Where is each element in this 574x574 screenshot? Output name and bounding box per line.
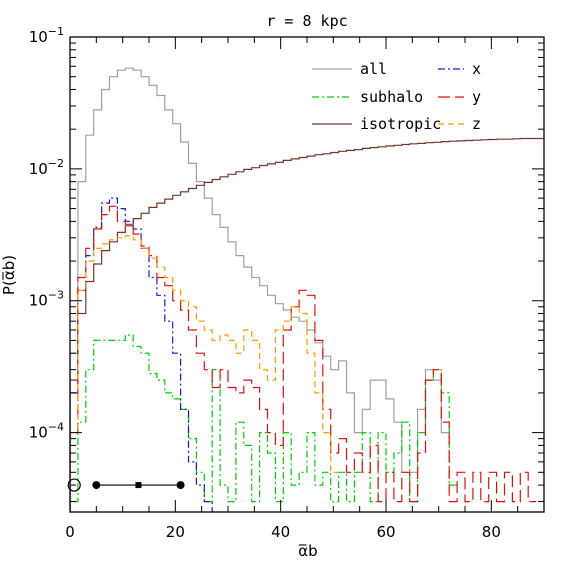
legend-label-y: y — [472, 88, 481, 106]
series-line-z — [70, 235, 339, 512]
legend-label-isotropic: isotropic — [360, 115, 441, 133]
y-tick-label: 10−2 — [29, 157, 64, 178]
x-tick-label: 60 — [376, 523, 395, 541]
series-line-y — [70, 205, 537, 512]
series-line-subhalo — [70, 334, 458, 512]
marker-open-circle — [67, 478, 81, 492]
marker-square — [135, 482, 142, 489]
y-tick-label: 10−1 — [29, 25, 64, 46]
marker-filled-circle-1 — [92, 481, 101, 490]
legend-label-z: z — [472, 115, 481, 133]
series-line-all — [70, 67, 450, 512]
x-tick-label: 20 — [166, 523, 185, 541]
legend-label-x: x — [472, 60, 481, 78]
axes: 0 20 40 60 80 10−4 10−3 10−2 10−1 — [29, 25, 545, 541]
x-tick-label: 0 — [65, 523, 75, 541]
legend: all subhalo isotropic xyz — [312, 60, 481, 133]
y-tick-label: 10−3 — [29, 289, 64, 310]
series-line-x — [70, 197, 221, 512]
marker-filled-circle-2 — [176, 481, 185, 490]
marker-row — [67, 478, 185, 492]
y-axis-label: P(α̅b) — [0, 255, 18, 295]
series-line-isotropic — [70, 137, 544, 512]
x-tick-label: 40 — [271, 523, 290, 541]
y-tick-label: 10−4 — [29, 421, 64, 442]
legend-label-subhalo: subhalo — [360, 88, 423, 106]
legend-label-all: all — [360, 60, 387, 78]
chart-title: r = 8 kpc — [266, 12, 347, 30]
series-layer — [70, 67, 544, 512]
x-tick-label: 80 — [482, 523, 501, 541]
x-axis-label: α̅b — [298, 542, 317, 560]
